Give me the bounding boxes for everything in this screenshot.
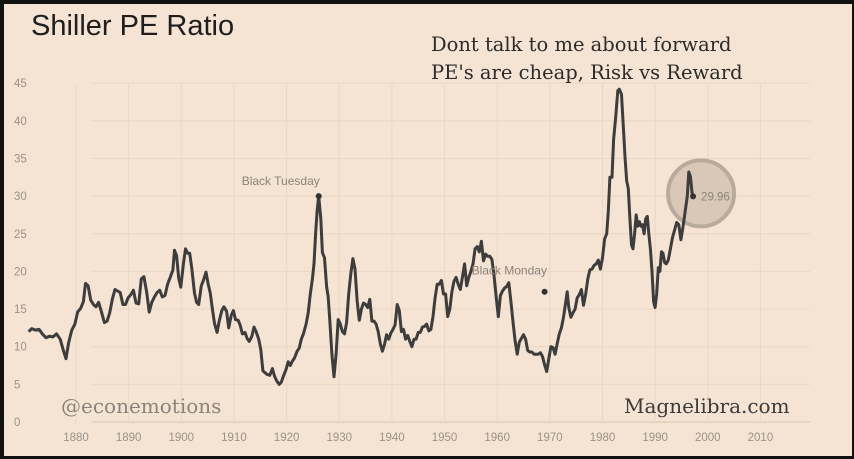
x-tick-label: 1940 <box>379 432 405 444</box>
y-axis: 0 5 10 15 20 25 30 35 40 45 <box>14 78 27 429</box>
y-tick-label: 45 <box>14 78 27 90</box>
end-point-marker <box>690 193 697 200</box>
x-tick-label: 1930 <box>326 432 352 444</box>
annotation-label: Black Monday <box>472 264 547 278</box>
y-tick-label: 20 <box>14 266 27 278</box>
x-tick-label: 1890 <box>116 432 142 444</box>
brand-label: Magnelibra.com <box>624 394 790 418</box>
end-value-label: 29.96 <box>701 191 730 203</box>
current-value-highlight: 29.96 <box>666 158 737 229</box>
annotation-label: Black Tuesday <box>242 174 320 188</box>
y-tick-label: 0 <box>14 417 20 429</box>
x-tick-label: 1990 <box>642 432 668 444</box>
x-tick-label: 1900 <box>169 432 195 444</box>
x-tick-label: 1920 <box>274 432 300 444</box>
grid <box>75 82 810 423</box>
y-tick-label: 5 <box>14 379 20 391</box>
annotation-point-marker <box>541 288 548 295</box>
x-axis: 1880 1890 1900 1910 1920 1930 1940 1950 1960 1970… <box>63 432 773 444</box>
y-tick-label: 10 <box>14 342 27 354</box>
y-tick-label: 15 <box>14 304 27 316</box>
x-tick-label: 1910 <box>221 432 247 444</box>
chart-title: Shiller PE Ratio <box>31 10 234 42</box>
quote-line-2: PE's are cheap, Risk vs Reward <box>431 61 743 84</box>
y-tick-label: 25 <box>14 229 27 241</box>
x-tick-label: 1980 <box>590 432 616 444</box>
x-tick-label: 1970 <box>537 432 563 444</box>
x-tick-label: 2000 <box>695 432 721 444</box>
y-tick-label: 30 <box>14 191 27 203</box>
x-tick-label: 1960 <box>484 432 510 444</box>
annotation-marks: Black Tuesday Black Monday <box>242 174 697 295</box>
x-tick-label: 1880 <box>63 432 89 444</box>
annotation-point-marker <box>315 193 322 200</box>
x-tick-label: 1950 <box>432 432 458 444</box>
y-tick-label: 35 <box>14 153 27 165</box>
quote-line-1: Dont talk to me about forward <box>431 33 732 56</box>
x-tick-label: 2010 <box>748 432 774 444</box>
series-line-shiller-pe <box>27 87 695 386</box>
y-tick-label: 40 <box>14 116 27 128</box>
watermark: @econemotions <box>61 394 221 418</box>
